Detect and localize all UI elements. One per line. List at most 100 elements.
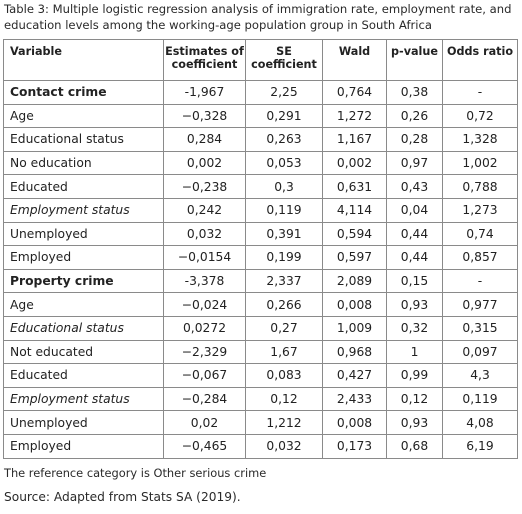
table-row: Unemployed 0,02 1,212 0,008 0,93 4,08 — [3, 410, 518, 435]
table-row: Employed −0,465 0,032 0,173 0,68 6,19 — [3, 433, 518, 459]
cell-p-value: 0,38 — [386, 80, 443, 105]
table-note: The reference category is Other serious … — [4, 466, 267, 480]
cell-wald: 1,167 — [322, 127, 387, 152]
cell-variable: Employed — [3, 433, 164, 459]
cell-se: 1,212 — [245, 410, 323, 435]
header-odds-ratio: Odds ratio — [442, 39, 518, 81]
cell-se: 0,391 — [245, 221, 323, 247]
cell-odds-ratio: 6,19 — [442, 433, 518, 459]
cell-variable: Employment status — [3, 197, 164, 223]
cell-wald: 4,114 — [322, 197, 387, 223]
cell-estimate: 0,002 — [163, 150, 246, 176]
cell-p-value: 0,44 — [386, 245, 443, 270]
header-estimates: Estimates of coefficient — [163, 39, 246, 81]
table-row: Unemployed 0,032 0,391 0,594 0,44 0,74 — [3, 221, 518, 247]
table-row: Employment status −0,284 0,12 2,433 0,12 0,11… — [3, 386, 518, 412]
cell-wald: 0,427 — [322, 363, 387, 388]
cell-se: 0,263 — [245, 127, 323, 152]
cell-wald: 1,009 — [322, 315, 387, 341]
cell-se: 0,032 — [245, 433, 323, 459]
cell-p-value: 0,93 — [386, 410, 443, 435]
table-row: Educated −0,067 0,083 0,427 0,99 4,3 — [3, 363, 518, 388]
cell-p-value: 0,28 — [386, 127, 443, 152]
cell-se: 0,291 — [245, 103, 323, 129]
cell-variable: Educational status — [3, 127, 164, 152]
cell-wald: 0,968 — [322, 339, 387, 365]
cell-estimate: 0,032 — [163, 221, 246, 247]
cell-wald: 0,008 — [322, 292, 387, 317]
cell-variable: Age — [3, 103, 164, 129]
cell-odds-ratio: 1,273 — [442, 197, 518, 223]
cell-estimate: −0,238 — [163, 174, 246, 199]
cell-odds-ratio: - — [442, 80, 518, 105]
table-row: Not educated −2,329 1,67 0,968 1 0,097 — [3, 339, 518, 365]
header-wald: Wald — [322, 39, 387, 81]
cell-p-value: 0,12 — [386, 386, 443, 412]
cell-p-value: 0,43 — [386, 174, 443, 199]
cell-p-value: 0,97 — [386, 150, 443, 176]
cell-p-value: 0,26 — [386, 103, 443, 129]
cell-se: 0,083 — [245, 363, 323, 388]
cell-se: 0,053 — [245, 150, 323, 176]
header-se: SE coefficient — [245, 39, 323, 81]
table-row: Age −0,024 0,266 0,008 0,93 0,977 — [3, 292, 518, 317]
cell-odds-ratio: 0,74 — [442, 221, 518, 247]
cell-variable: Employed — [3, 245, 164, 270]
cell-se: 0,12 — [245, 386, 323, 412]
cell-estimate: -1,967 — [163, 80, 246, 105]
cell-variable: Educational status — [3, 315, 164, 341]
cell-odds-ratio: 0,119 — [442, 386, 518, 412]
cell-se: 1,67 — [245, 339, 323, 365]
cell-odds-ratio: 1,002 — [442, 150, 518, 176]
cell-estimate: −2,329 — [163, 339, 246, 365]
table-row: Employed −0,0154 0,199 0,597 0,44 0,857 — [3, 245, 518, 270]
cell-variable: Unemployed — [3, 410, 164, 435]
cell-odds-ratio: 0,72 — [442, 103, 518, 129]
cell-wald: 1,272 — [322, 103, 387, 129]
cell-p-value: 0,15 — [386, 268, 443, 294]
cell-wald: 2,089 — [322, 268, 387, 294]
cell-p-value: 1 — [386, 339, 443, 365]
cell-p-value: 0,99 — [386, 363, 443, 388]
table-row: Educational status 0,0272 0,27 1,009 0,32 0,3… — [3, 315, 518, 341]
cell-se: 2,25 — [245, 80, 323, 105]
cell-variable: Not educated — [3, 339, 164, 365]
cell-estimate: −0,0154 — [163, 245, 246, 270]
cell-variable: Educated — [3, 174, 164, 199]
cell-odds-ratio: 0,977 — [442, 292, 518, 317]
cell-se: 0,119 — [245, 197, 323, 223]
cell-variable: Unemployed — [3, 221, 164, 247]
cell-odds-ratio: 4,3 — [442, 363, 518, 388]
cell-se: 0,3 — [245, 174, 323, 199]
table-row: Employment status 0,242 0,119 4,114 0,04 1,27… — [3, 197, 518, 223]
cell-estimate: −0,024 — [163, 292, 246, 317]
cell-variable: No education — [3, 150, 164, 176]
cell-wald: 2,433 — [322, 386, 387, 412]
cell-estimate: 0,02 — [163, 410, 246, 435]
cell-wald: 0,173 — [322, 433, 387, 459]
cell-odds-ratio: 0,857 — [442, 245, 518, 270]
cell-p-value: 0,32 — [386, 315, 443, 341]
cell-variable: Property crime — [3, 268, 164, 294]
cell-estimate: −0,328 — [163, 103, 246, 129]
regression-table: Variable Estimates of coefficient SE coe… — [3, 39, 518, 459]
cell-se: 0,27 — [245, 315, 323, 341]
table-row: Educational status 0,284 0,263 1,167 0,28 1,3… — [3, 127, 518, 152]
table-header-row: Variable Estimates of coefficient SE coe… — [3, 39, 518, 81]
cell-se: 0,199 — [245, 245, 323, 270]
cell-odds-ratio: 0,315 — [442, 315, 518, 341]
cell-odds-ratio: 0,097 — [442, 339, 518, 365]
table-row: No education 0,002 0,053 0,002 0,97 1,002 — [3, 150, 518, 176]
cell-estimate: −0,465 — [163, 433, 246, 459]
cell-odds-ratio: 4,08 — [442, 410, 518, 435]
cell-p-value: 0,93 — [386, 292, 443, 317]
cell-estimate: -3,378 — [163, 268, 246, 294]
header-p-value: p-value — [386, 39, 443, 81]
table-row: Age −0,328 0,291 1,272 0,26 0,72 — [3, 103, 518, 129]
cell-variable: Contact crime — [3, 80, 164, 105]
cell-se: 2,337 — [245, 268, 323, 294]
table-source: Source: Adapted from Stats SA (2019). — [4, 490, 241, 504]
cell-variable: Educated — [3, 363, 164, 388]
cell-estimate: 0,284 — [163, 127, 246, 152]
cell-variable: Employment status — [3, 386, 164, 412]
